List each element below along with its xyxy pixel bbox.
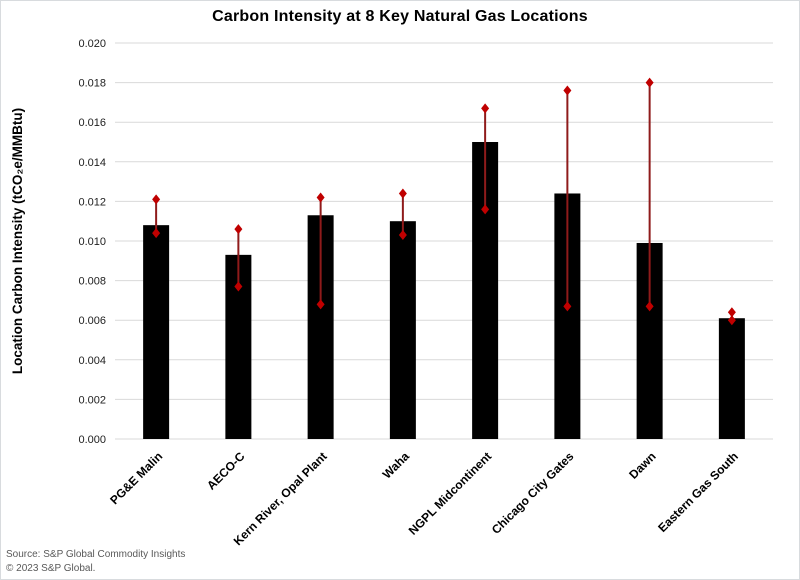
error-bar-marker — [645, 77, 654, 88]
y-tick-label: 0.018 — [78, 78, 106, 90]
x-category-label: NGPL Midcontinent — [406, 449, 494, 537]
y-tick-label: 0.006 — [78, 315, 106, 327]
error-bar-marker — [645, 301, 654, 312]
error-bar-marker — [481, 204, 490, 215]
x-category-label: Eastern Gas South — [655, 449, 741, 535]
y-axis-title: Location Carbon Intensity (tCO₂e/MMBtu) — [10, 108, 25, 374]
bars — [143, 142, 745, 439]
error-bar-marker — [398, 230, 407, 241]
error-bar-marker — [398, 188, 407, 199]
y-tick-labels: 0.000 0.002 0.004 0.006 0.008 0.010 0.012 0.014… — [78, 38, 106, 446]
error-bar-marker — [563, 301, 572, 312]
y-tick-label: 0.012 — [78, 196, 106, 208]
error-bar-marker — [316, 299, 325, 310]
y-tick-label: 0.020 — [78, 38, 106, 50]
error-bar-marker — [234, 224, 243, 235]
footer: Source: S&P Global Commodity Insights © … — [6, 548, 185, 575]
error-bar-marker — [727, 315, 736, 326]
error-bar-marker — [152, 194, 161, 205]
source-line: Source: S&P Global Commodity Insights — [6, 549, 186, 560]
y-tick-label: 0.010 — [78, 236, 106, 248]
bar — [143, 225, 170, 439]
error-bar-marker — [481, 103, 490, 114]
copyright-line: © 2023 S&P Global. — [6, 562, 96, 574]
y-tick-label: 0.000 — [78, 434, 106, 446]
bar — [718, 318, 745, 439]
gridlines — [115, 42, 773, 440]
chart-title: Carbon Intensity at 8 Key Natural Gas Lo… — [212, 8, 588, 25]
error-bars — [152, 77, 736, 326]
x-category-label: Waha — [380, 449, 412, 481]
y-tick-label: 0.016 — [78, 117, 106, 129]
x-category-label: Chicago City Gates — [489, 449, 577, 537]
error-bar-marker — [727, 307, 736, 318]
x-category-label: Kern River, Opal Plant — [231, 449, 330, 548]
error-bar-marker — [316, 192, 325, 203]
y-tick-label: 0.014 — [78, 157, 106, 169]
error-bar-marker — [563, 85, 572, 96]
y-tick-label: 0.008 — [78, 276, 106, 288]
y-tick-label: 0.002 — [78, 394, 106, 406]
bar — [389, 221, 416, 439]
x-category-label: Dawn — [626, 449, 659, 482]
x-category-label: PG&E Malin — [107, 449, 165, 507]
error-bar-marker — [152, 228, 161, 239]
x-category-label: AECO-C — [204, 449, 248, 493]
error-bar-marker — [234, 281, 243, 292]
y-tick-label: 0.004 — [78, 355, 106, 367]
